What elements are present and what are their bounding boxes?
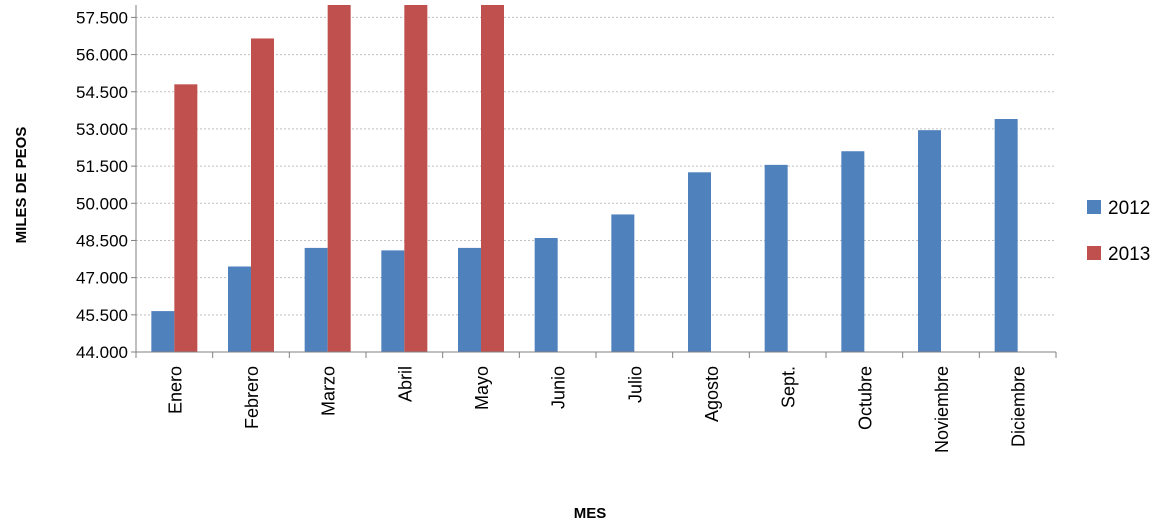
bar-2012-febrero [228,266,251,352]
bar-2012-diciembre [994,119,1018,352]
legend-label-2012: 2012 [1108,198,1150,219]
x-category-label: Diciembre [1009,366,1029,447]
legend-label-2013: 2013 [1108,244,1150,265]
bar-2012-abril [381,250,405,352]
x-category-label: Octubre [855,366,875,430]
x-category-label: Sept. [779,366,799,408]
x-category-label: Febrero [242,366,262,429]
bar-2012-junio [534,237,558,352]
x-category-label: Noviembre [932,366,952,453]
legend-swatch-2012 [1087,200,1101,214]
bar-2012-sept [764,164,788,352]
y-tick-label: 53.000 [76,120,128,139]
y-tick-label: 45.500 [76,306,128,325]
bar-2012-marzo [304,247,328,352]
y-tick-label: 56.000 [76,46,128,65]
axes [131,5,1057,358]
x-category-label: Agosto [702,366,722,422]
x-category-label: Abril [395,366,415,402]
bar-2013-febrero [251,38,274,352]
bar-2013-abril [404,5,428,352]
x-category-label: Julio [625,366,645,403]
y-tick-label: 54.500 [76,83,128,102]
legend-swatch-2013 [1087,246,1101,260]
y-tick-label: 44.000 [76,343,128,362]
x-category-label: Mayo [472,366,492,410]
y-axis-title: MILES DE PEOS [13,127,30,244]
bar-2012-julio [611,214,635,352]
y-tick-labels: 44.000 45.500 47.000 48.500 50.000 51.500 53.0… [76,8,128,362]
y-tick-label: 47.000 [76,269,128,288]
bar-2012-mayo [458,247,481,352]
bar-2012-agosto [688,172,711,352]
x-category-labels: Enero Febrero Marzo Abril Mayo Junio Julio Agos… [165,366,1028,453]
bar-2013-marzo [327,5,351,352]
y-tick-label: 48.500 [76,231,128,250]
x-axis-title: MES [574,505,607,522]
y-tick-label: 51.500 [76,157,128,176]
y-tick-label: 57.500 [76,8,128,27]
x-category-label: Marzo [319,366,339,416]
legend: 2012 2013 [1087,198,1150,265]
bar-2012-noviembre [918,130,941,352]
bars [151,5,1018,353]
bar-2013-mayo [481,5,504,352]
y-tick-label: 50.000 [76,194,128,213]
gridlines [136,16,1056,316]
bar-2012-octubre [841,151,865,352]
bar-2012-enero [151,311,175,352]
bar-2013-enero [174,84,198,353]
x-category-label: Enero [165,366,185,414]
x-category-label: Junio [549,366,569,409]
